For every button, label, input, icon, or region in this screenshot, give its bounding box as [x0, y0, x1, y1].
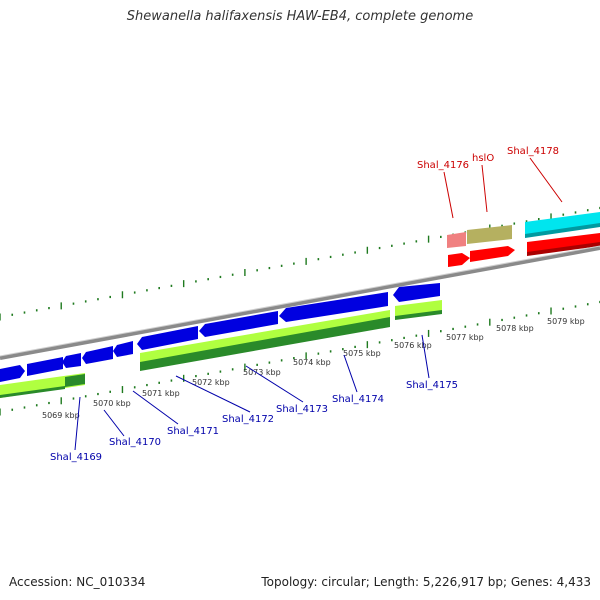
tick-label: 5069 kbp — [42, 411, 80, 420]
forward-cds-arrow[interactable] — [470, 246, 515, 262]
reverse-gene-label[interactable]: Shal_4171 — [167, 426, 219, 437]
reverse-cds-arrow[interactable] — [82, 346, 113, 364]
leader-line — [245, 365, 304, 403]
reverse-cds-arrow[interactable] — [393, 283, 440, 302]
cog-bar-cyan-shade — [525, 223, 600, 238]
reverse-cds-arrow[interactable] — [279, 292, 388, 322]
forward-gene-label[interactable]: hslO — [472, 153, 494, 164]
accession-text: Accession: NC_010334 — [9, 575, 146, 589]
reverse-cds-arrow[interactable] — [0, 365, 25, 382]
cog-bar-lime-shade — [395, 310, 442, 320]
leader-line — [421, 334, 430, 379]
leader-line — [443, 171, 454, 219]
leader-line — [481, 164, 488, 213]
backbone-ring — [0, 246, 600, 360]
reverse-gene-label[interactable]: Shal_4174 — [332, 394, 384, 405]
cog-bar-cyan[interactable] — [525, 212, 600, 236]
cog-bar-olive[interactable] — [467, 225, 512, 244]
outer-dotted-ring — [0, 206, 600, 321]
forward-gene-label[interactable]: Shal_4176 — [417, 160, 469, 171]
tick-label: 5078 kbp — [496, 324, 534, 333]
reverse-strand-track — [0, 283, 440, 382]
forward-cds-shade — [527, 242, 600, 256]
leader-line — [103, 409, 125, 437]
reverse-gene-label[interactable]: Shal_4169 — [50, 452, 102, 463]
tick-label: 5073 kbp — [243, 368, 281, 377]
kbp-tick-labels: 5069 kbp 5070 kbp 5071 kbp 5072 kbp 5073 kbp… — [42, 317, 585, 420]
reverse-cds-arrow[interactable] — [199, 311, 278, 337]
leader-line — [175, 375, 251, 413]
leader-line — [74, 396, 81, 451]
tick-label: 5075 kbp — [343, 349, 381, 358]
reverse-cds-arrow[interactable] — [27, 357, 63, 376]
cog-bar-pink[interactable] — [447, 232, 466, 248]
leader-line — [132, 390, 179, 425]
topology-summary: Topology: circular; Length: 5,226,917 bp… — [261, 575, 591, 589]
leader-line — [529, 157, 563, 203]
forward-strand-track — [447, 212, 600, 267]
cog-bar-green[interactable] — [140, 317, 390, 371]
reverse-gene-label[interactable]: Shal_4172 — [222, 414, 274, 425]
forward-cds-arrow[interactable] — [448, 253, 470, 267]
reverse-cds-arrow[interactable] — [113, 341, 133, 357]
cog-bar-green[interactable] — [0, 386, 65, 398]
leader-line — [343, 354, 358, 393]
reverse-gene-label[interactable]: Shal_4173 — [276, 404, 328, 415]
tick-label: 5077 kbp — [446, 333, 484, 342]
backbone-ring-highlight — [0, 245, 600, 357]
cog-bar-lime[interactable] — [0, 373, 85, 398]
tick-label: 5076 kbp — [394, 341, 432, 350]
reverse-cds-arrow[interactable] — [137, 326, 198, 350]
reverse-gene-label[interactable]: Shal_4175 — [406, 380, 458, 391]
inner-dotted-ring — [0, 300, 600, 416]
forward-gene-label[interactable]: Shal_4178 — [507, 146, 559, 157]
reverse-cds-arrow[interactable] — [62, 353, 81, 368]
tick-label: 5074 kbp — [293, 358, 331, 367]
cog-bar-green[interactable] — [65, 374, 85, 387]
reverse-cog-track — [0, 300, 442, 398]
reverse-gene-label[interactable]: Shal_4170 — [109, 437, 161, 448]
map-title: Shewanella halifaxensis HAW-EB4, complet… — [126, 9, 474, 24]
tick-label: 5072 kbp — [192, 378, 230, 387]
tick-label: 5070 kbp — [93, 399, 131, 408]
tick-label: 5071 kbp — [142, 389, 180, 398]
tick-label: 5079 kbp — [547, 317, 585, 326]
